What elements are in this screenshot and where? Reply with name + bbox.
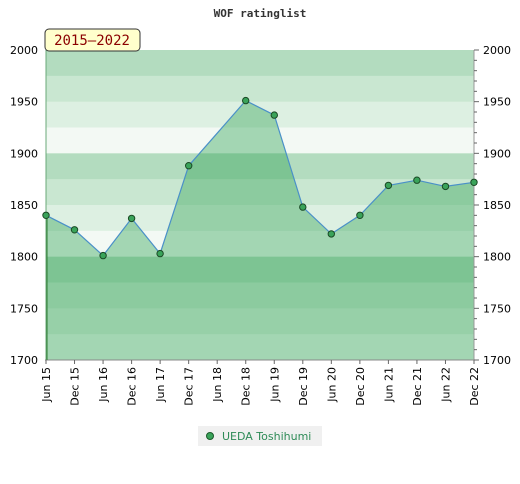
x-tick-label: Dec 22 [468,367,481,406]
data-point [242,96,250,105]
x-tick-label: Jun 22 [440,367,453,403]
y-tick-label-right: 1750 [483,302,511,315]
x-tick-label: Dec 19 [297,367,310,406]
x-tick-label: Dec 15 [69,367,82,406]
data-point [327,230,335,238]
y-tick-label-left: 1800 [10,251,38,264]
range-label-text: 2015–2022 [54,33,130,49]
y-tick-label-left: 2000 [10,44,38,57]
legend-entry: UEDA Toshihumi [222,430,311,443]
data-point [384,181,393,190]
x-tick-label: Jun 19 [268,367,281,403]
data-point [413,176,421,184]
data-point [99,251,107,260]
marks-layer [42,96,478,260]
x-tick-label: Dec 18 [240,367,253,406]
legend: UEDA Toshihumi [198,426,322,446]
x-tick-label: Dec 20 [354,367,367,406]
x-tick-label: Jun 17 [154,367,167,403]
background-band [46,50,474,77]
y-tick-label-left: 1750 [10,302,38,315]
data-point [70,226,79,234]
data-point [356,211,364,220]
y-tick-label-left: 1700 [10,354,38,367]
data-point [470,178,478,187]
data-point [270,111,278,119]
area-band [46,308,474,335]
data-point [185,162,193,170]
x-tick-label: Jun 15 [40,367,53,403]
x-tick-label: Dec 21 [411,367,424,406]
x-tick-label: Dec 17 [183,367,196,406]
y-tick-label-left: 1850 [10,199,38,212]
data-point [441,182,450,191]
y-tick-label-right: 1950 [483,96,511,109]
data-point [299,203,307,211]
x-tick-label: Jun 18 [211,367,224,403]
data-point [156,249,164,258]
area-band [46,256,474,283]
data-point [42,211,50,220]
x-tick-label: Jun 21 [382,367,395,403]
area-band [46,282,474,309]
chart-title: WOF ratinglist [214,7,307,20]
x-tick-label: Jun 20 [325,367,338,403]
y-tick-label-right: 2000 [483,44,511,57]
background-band [46,75,474,103]
axes-layer: 1700 1700 1750 1750 1800 1800 1850 1850 1900 1900… [10,44,511,406]
y-tick-label-right: 1700 [483,354,511,367]
area-band [46,334,474,360]
series-line [45,99,475,257]
range-label: 2015–2022 [44,28,141,52]
data-point [127,214,136,223]
y-tick-label-right: 1850 [483,199,511,212]
legend-marker [206,432,214,440]
y-tick-label-right: 1800 [483,251,511,264]
x-tick-label: Jun 16 [97,367,110,403]
y-tick-label-left: 1950 [10,96,38,109]
y-tick-label-left: 1900 [10,147,38,160]
y-tick-label-right: 1900 [483,147,511,160]
x-tick-label: Dec 16 [126,367,139,406]
